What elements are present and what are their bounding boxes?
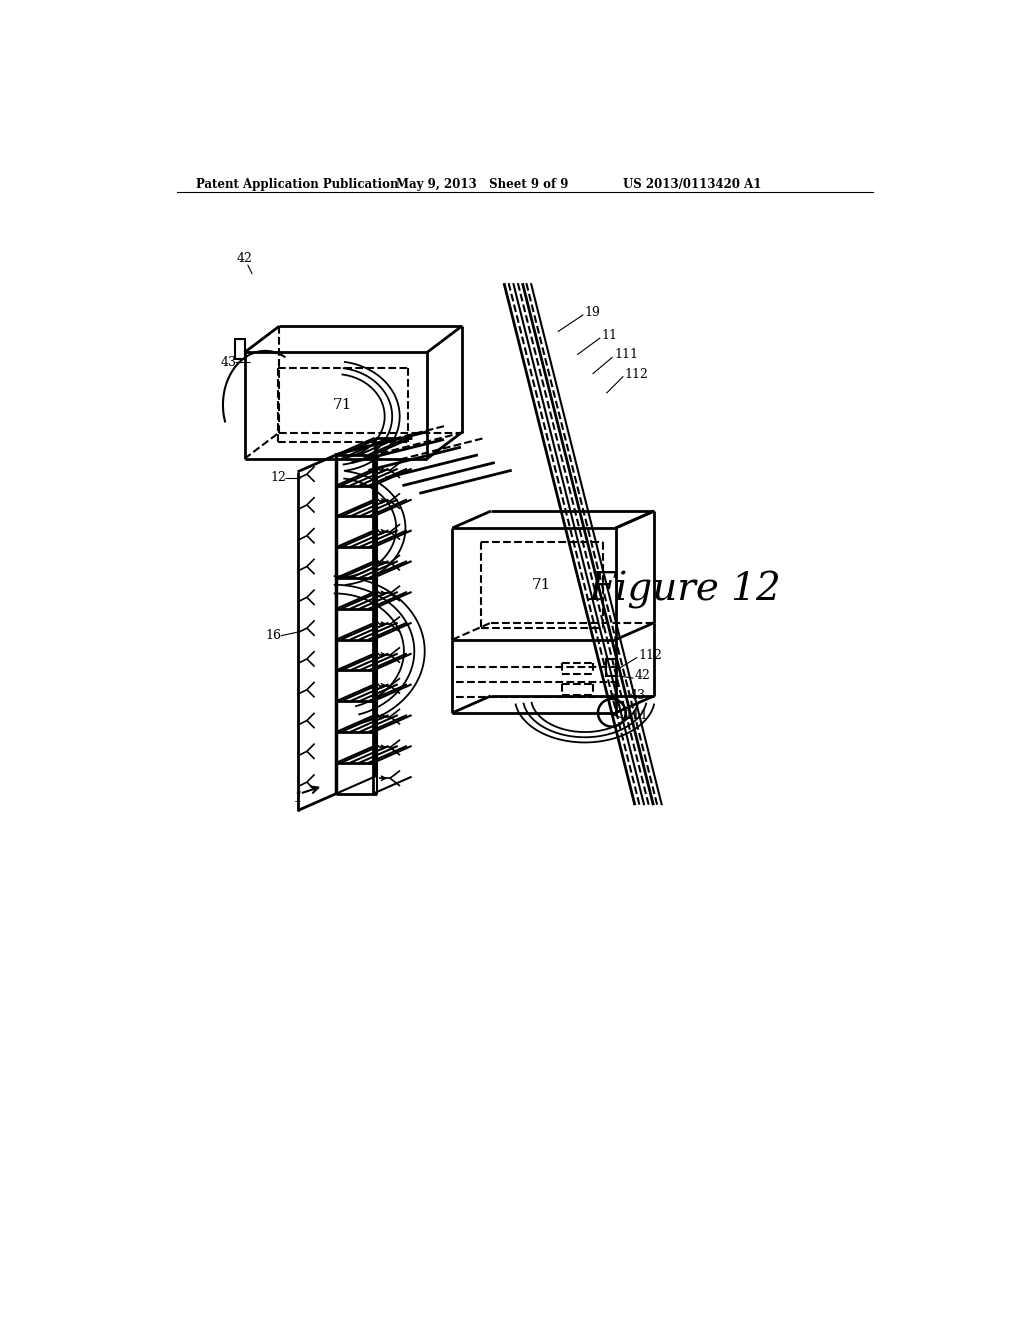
Text: 112: 112 bbox=[625, 367, 649, 380]
Text: US 2013/0113420 A1: US 2013/0113420 A1 bbox=[624, 178, 762, 190]
Text: 16: 16 bbox=[265, 630, 281, 643]
Text: 43: 43 bbox=[630, 689, 645, 702]
Bar bbox=[606, 659, 615, 676]
Text: 42: 42 bbox=[237, 252, 253, 265]
Text: 111: 111 bbox=[625, 709, 649, 722]
Text: 19: 19 bbox=[585, 306, 601, 319]
Text: 111: 111 bbox=[614, 348, 638, 362]
Text: 12: 12 bbox=[270, 471, 287, 484]
Text: 71: 71 bbox=[333, 397, 352, 412]
Text: Figure 12: Figure 12 bbox=[589, 570, 781, 609]
Circle shape bbox=[598, 700, 626, 726]
Text: May 9, 2013   Sheet 9 of 9: May 9, 2013 Sheet 9 of 9 bbox=[396, 178, 568, 190]
Text: 11: 11 bbox=[602, 329, 617, 342]
Text: 42: 42 bbox=[635, 669, 651, 682]
Text: Patent Application Publication: Patent Application Publication bbox=[196, 178, 398, 190]
Text: 112: 112 bbox=[639, 648, 663, 661]
Bar bbox=[236, 339, 245, 359]
Text: 1: 1 bbox=[294, 791, 303, 804]
Text: 71: 71 bbox=[532, 578, 552, 591]
Text: 43: 43 bbox=[221, 356, 238, 370]
